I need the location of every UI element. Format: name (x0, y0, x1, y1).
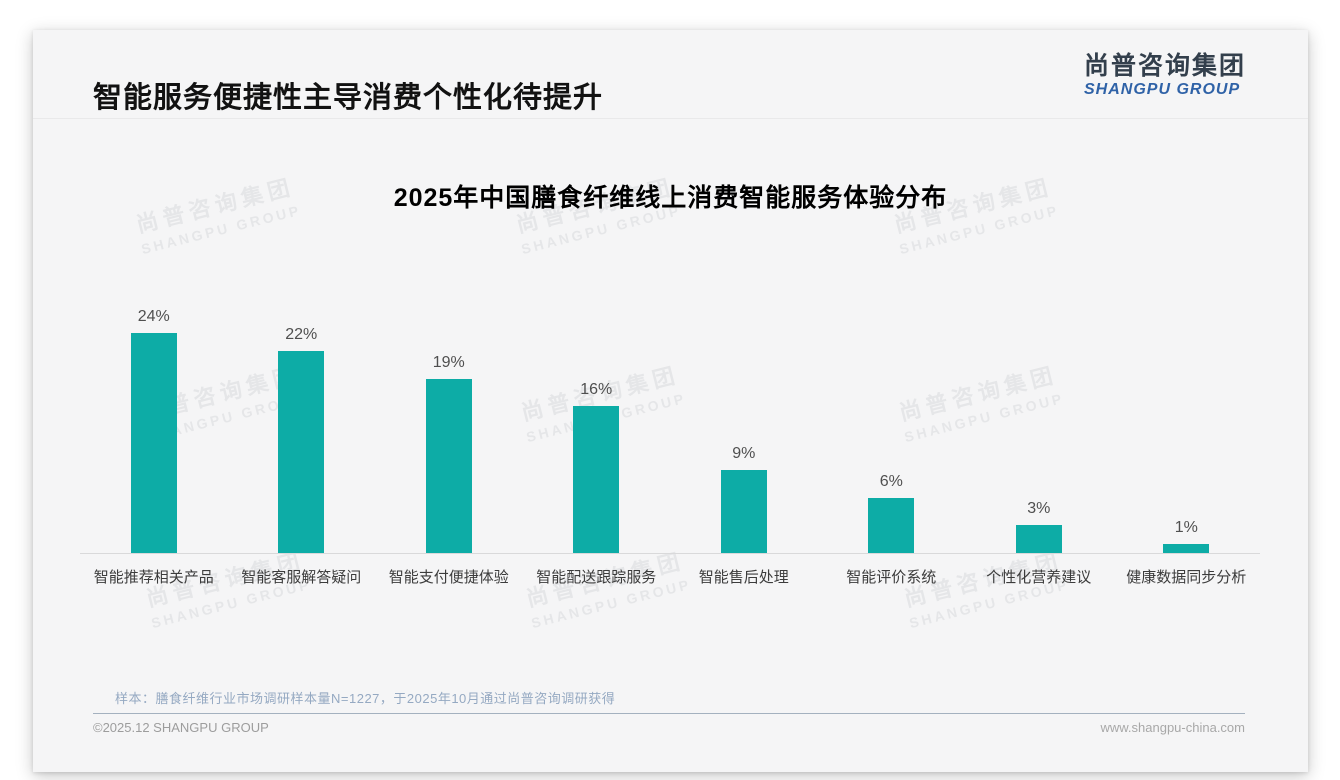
bar-category-label: 个性化营养建议 (986, 569, 1092, 586)
bar-value-label: 24% (137, 308, 170, 325)
bar-category-label: 智能配送跟踪服务 (536, 569, 657, 586)
bar-column: 1% (1113, 300, 1261, 553)
bar-category-label: 智能评价系统 (846, 569, 937, 586)
watermark: 尚普咨询集团 SHANGPU GROUP (143, 547, 313, 632)
watermark: 尚普咨询集团 SHANGPU GROUP (901, 547, 1071, 632)
bar-value-label: 3% (1027, 500, 1051, 517)
bar-column: 24% (80, 300, 228, 553)
bar (573, 406, 620, 553)
header: 智能服务便捷性主导消费个性化待提升 尚普咨询集团 SHANGPU GROUP (33, 30, 1308, 119)
bar-column: 9% (670, 300, 818, 553)
bar-category-label: 智能支付便捷体验 (388, 569, 509, 586)
bar-value-label: 9% (732, 445, 756, 462)
bar-category-label: 智能客服解答疑问 (241, 569, 362, 586)
bar (720, 470, 767, 553)
bar-chart-plot-area: 24% 22% 19% 16% 9% 6% 3% 1% (80, 300, 1260, 553)
bar (1015, 525, 1062, 553)
bar-value-label: 22% (285, 326, 318, 343)
company-logo: 尚普咨询集团 SHANGPU GROUP (1084, 52, 1246, 99)
sample-note: 样本：膳食纤维行业市场调研样本量N=1227，于2025年10月通过尚普咨询调研… (115, 691, 616, 706)
x-axis-labels: 智能推荐相关产品 智能客服解答疑问 智能支付便捷体验 智能配送跟踪服务 智能售后处理 智能… (80, 566, 1260, 587)
footer-copyright: ©2025.12 SHANGPU GROUP (93, 720, 269, 735)
footer-divider (93, 713, 1245, 714)
logo-english-text: SHANGPU GROUP (1083, 80, 1241, 98)
bar (130, 333, 177, 553)
x-axis-line (80, 553, 1260, 554)
bar-column: 22% (228, 300, 376, 553)
bar-category-label: 智能推荐相关产品 (93, 569, 214, 586)
bar-value-label: 16% (580, 381, 613, 398)
bar-column: 6% (818, 300, 966, 553)
footer-website: www.shangpu-china.com (1100, 720, 1245, 735)
bar (425, 379, 472, 553)
page-title: 智能服务便捷性主导消费个性化待提升 (93, 82, 604, 114)
logo-chinese-text: 尚普咨询集团 (1083, 52, 1246, 80)
bar (278, 351, 325, 553)
bar-value-label: 6% (879, 473, 903, 490)
bar-column: 3% (965, 300, 1113, 553)
bar (868, 498, 915, 553)
chart-title: 2025年中国膳食纤维线上消费智能服务体验分布 (393, 184, 948, 212)
bar-value-label: 19% (432, 354, 465, 371)
bar-category-label: 健康数据同步分析 (1126, 569, 1247, 586)
bar-column: 16% (523, 300, 671, 553)
watermark: 尚普咨询集团 SHANGPU GROUP (523, 547, 693, 632)
slide-card: 尚普咨询集团 SHANGPU GROUP 尚普咨询集团 SHANGPU GROUP 尚普… (33, 30, 1308, 772)
bar-value-label: 1% (1174, 519, 1198, 536)
bar-column: 19% (375, 300, 523, 553)
bar (1163, 544, 1210, 553)
bar-category-label: 智能售后处理 (698, 569, 789, 586)
footer: ©2025.12 SHANGPU GROUP www.shangpu-china… (93, 720, 1245, 735)
